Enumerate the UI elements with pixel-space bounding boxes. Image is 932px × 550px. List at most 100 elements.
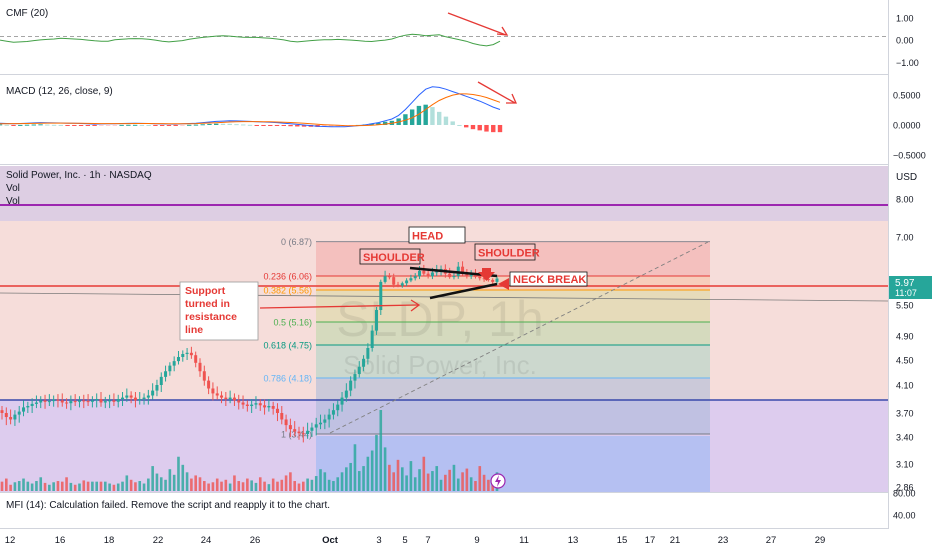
volume-bar (56, 481, 60, 491)
time-axis-label: Oct (322, 535, 339, 546)
volume-bar (112, 484, 116, 491)
volume-bar (426, 473, 430, 491)
volume-bar (246, 478, 249, 491)
candle-body (207, 380, 211, 389)
volume-bar (104, 481, 107, 491)
volume-bar (39, 477, 43, 491)
candle-body (189, 352, 193, 356)
volume-bar (125, 475, 129, 491)
support-note-box (179, 281, 259, 341)
candle-body (116, 399, 120, 402)
price-scale-labels: 1.00 0.00 −1.00 0.5000 0.0000 −0.5000 8.00 7.00… (893, 13, 926, 520)
candle-body (310, 427, 314, 431)
volume-bar (276, 481, 279, 491)
time-axis[interactable]: 12 16 18 22 24 26 Oct 3 5 7 9 11 13 15 17 21 23 27 29 (5, 535, 826, 546)
candle-body (409, 278, 413, 281)
candle-body (65, 402, 69, 404)
macd-histogram-bar (254, 124, 259, 126)
support-note-line: resistance (185, 311, 237, 323)
candle-body (486, 279, 490, 281)
volume-bar (297, 483, 301, 491)
macd-histogram-bar (119, 124, 124, 126)
volume-bar (220, 481, 223, 491)
volume-bar (138, 481, 142, 491)
candle-body (99, 399, 103, 403)
support-note-text: Support turned in resistance line (185, 285, 237, 336)
candle-body (172, 361, 176, 366)
candle-body (52, 399, 56, 402)
cmf-trend-arrow-head (496, 26, 509, 36)
volume-bar (233, 475, 236, 491)
volume-bar (431, 471, 434, 491)
candle-body (473, 274, 477, 277)
volume-bar (69, 482, 73, 491)
price-tick-label: 2.86 (896, 483, 914, 493)
volume-bar (289, 472, 292, 491)
left-shoulder-label: SHOULDER (363, 252, 425, 264)
macd-histogram-bar (24, 124, 30, 126)
candle-body (344, 390, 348, 398)
dashed-trend-line (329, 241, 709, 434)
candle-body (241, 402, 245, 405)
volume-bar (198, 477, 202, 491)
volume-bar (444, 474, 447, 491)
macd-histogram-bar (288, 124, 293, 127)
volume-bar (362, 466, 365, 491)
support-arrow-line (259, 304, 419, 309)
volume-bar (435, 466, 439, 491)
volume-bar (168, 469, 172, 491)
volume-bar (241, 482, 245, 491)
lightning-icon[interactable] (490, 473, 506, 489)
volume-bar (215, 478, 219, 491)
volume-bar (284, 475, 288, 491)
macd-histogram-bar (78, 124, 84, 126)
macd-histogram-bar (112, 124, 118, 126)
macd-histogram-bar (268, 124, 273, 126)
candle-body (4, 413, 8, 418)
candle-body (142, 397, 146, 399)
volume-bar (73, 484, 77, 491)
price-scale[interactable] (888, 0, 932, 529)
volume-bar (314, 476, 318, 491)
candle-body (215, 393, 219, 396)
candle-body (263, 405, 267, 408)
candle-body (426, 273, 430, 277)
candle-body (47, 401, 51, 403)
volume-bar (142, 483, 146, 491)
watermark-name: Solid Power, Inc. (343, 350, 537, 380)
macd-histogram-bar (180, 124, 185, 126)
macd-histogram-bar (126, 124, 131, 126)
volume-bars (0, 410, 499, 491)
candle-body (400, 283, 404, 286)
candle-body (374, 310, 378, 331)
candle-body (301, 433, 305, 435)
candle-body (211, 388, 215, 394)
candle-body (387, 276, 391, 278)
macd-histogram-bar (65, 124, 70, 126)
candle-body (452, 276, 456, 278)
volume-bar (228, 483, 232, 491)
macd-histogram-bar (4, 124, 9, 126)
volume-bar (323, 472, 327, 491)
volume-bar (271, 478, 275, 491)
fib-level-label: 0 (6.87) (281, 237, 312, 247)
support-note-line: turned in (185, 298, 230, 310)
volume-bar (9, 484, 12, 491)
candle-body (293, 429, 297, 432)
volume-bar (396, 459, 400, 491)
macd-histogram-bar (72, 124, 77, 126)
candle-body (495, 278, 499, 282)
price-tick-label: 8.00 (896, 195, 914, 205)
fib-band (316, 345, 710, 378)
macd-histogram-bar (247, 124, 253, 126)
macd-histogram-bar (376, 122, 381, 125)
volume-bar (48, 484, 51, 491)
volume-bar (366, 456, 370, 491)
volume-bar (181, 464, 185, 491)
candle-body (482, 278, 486, 280)
candle-body (336, 404, 340, 411)
volume-bar (91, 481, 94, 491)
macd-histogram-bar (220, 123, 226, 125)
cmf-tick-label: 1.00 (896, 13, 914, 23)
candle-body (461, 266, 465, 273)
